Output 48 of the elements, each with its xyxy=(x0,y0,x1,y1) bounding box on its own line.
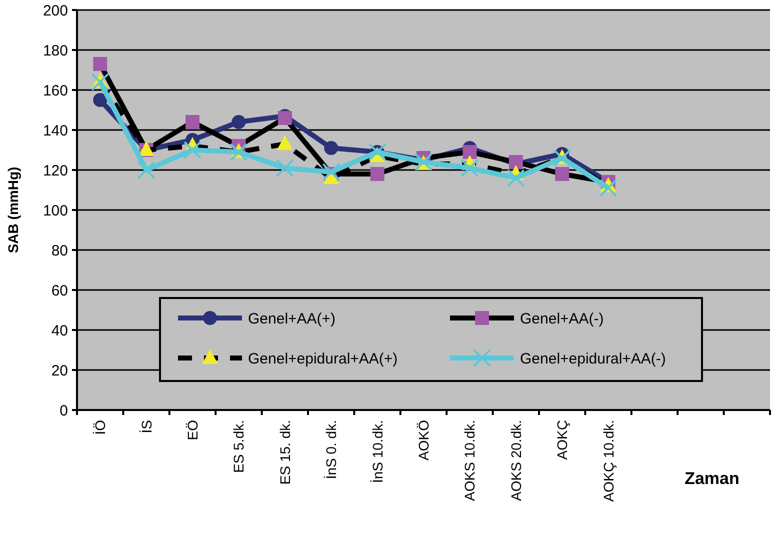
x-tick-label: AOKS 20.dk. xyxy=(508,420,524,501)
y-tick-label: 0 xyxy=(60,402,68,420)
y-tick-label: 120 xyxy=(42,162,68,180)
point xyxy=(460,159,479,177)
x-tick-label: İnS 10.dk. xyxy=(369,420,386,484)
point xyxy=(555,167,570,181)
legend-label: Genel+AA(+) xyxy=(248,310,336,328)
legend-label: Genel+epidural+AA(+) xyxy=(248,350,398,368)
point xyxy=(93,57,108,71)
y-tick-label: 140 xyxy=(42,122,68,140)
point xyxy=(137,161,156,179)
point xyxy=(599,179,618,197)
point xyxy=(230,143,248,161)
legend-label: Genel+epidural+AA(-) xyxy=(520,350,666,368)
x-tick-label: İS xyxy=(138,420,154,434)
y-tick-label: 40 xyxy=(51,322,68,340)
x-tick-label: İnS 0. dk. xyxy=(323,420,340,480)
x-tick-label: ES 5.dk. xyxy=(230,420,247,473)
point xyxy=(276,135,293,150)
x-tick-label: AOKÇ xyxy=(554,420,570,460)
x-tick-label: ES 15. dk. xyxy=(276,420,293,485)
x-tick-label: AOKS 10.dk. xyxy=(462,420,478,501)
y-axis-title: SAB (mmHg) xyxy=(5,166,21,254)
y-tick-label: 20 xyxy=(51,362,68,380)
y-tick-label: 160 xyxy=(42,82,68,100)
y-tick-label: 60 xyxy=(51,282,68,300)
legend-label: Genel+AA(-) xyxy=(520,310,604,328)
x-axis-title: Zaman xyxy=(684,469,740,488)
point xyxy=(93,93,108,107)
point xyxy=(506,169,525,187)
x-tick-label: İÖ xyxy=(92,420,108,435)
point xyxy=(324,141,338,155)
point xyxy=(322,163,340,181)
x-tick-label: AOKÖ xyxy=(416,420,432,460)
point xyxy=(186,115,200,129)
y-tick-label: 100 xyxy=(42,202,68,220)
point xyxy=(462,145,477,159)
y-tick-label: 80 xyxy=(51,242,68,260)
y-tick-label: 200 xyxy=(42,2,68,20)
y-tick-label: 180 xyxy=(42,42,68,60)
point xyxy=(232,115,246,129)
x-tick-label: EÖ xyxy=(184,420,200,440)
point xyxy=(184,141,202,159)
x-tick-label: AOKÇ 10.dk. xyxy=(600,420,616,502)
point xyxy=(276,159,294,177)
point xyxy=(370,167,384,181)
point xyxy=(91,73,110,91)
point xyxy=(553,149,572,167)
